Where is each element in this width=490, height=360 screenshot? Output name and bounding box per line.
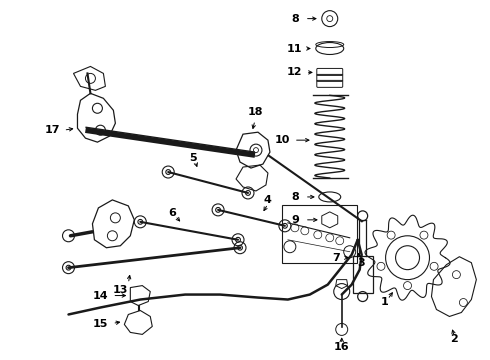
Text: 8: 8: [291, 192, 299, 202]
Text: 14: 14: [93, 291, 108, 301]
Text: 15: 15: [93, 319, 108, 329]
Text: 2: 2: [450, 334, 458, 345]
Text: 3: 3: [358, 258, 366, 268]
Text: 11: 11: [287, 44, 303, 54]
Text: 8: 8: [291, 14, 299, 24]
Text: 12: 12: [287, 67, 303, 77]
Text: 1: 1: [381, 297, 389, 306]
Text: 5: 5: [189, 153, 197, 163]
Text: 18: 18: [247, 107, 263, 117]
Text: 6: 6: [168, 208, 176, 218]
Bar: [282, 205, 357, 263]
Text: 13: 13: [113, 284, 128, 294]
Text: 10: 10: [274, 135, 290, 145]
Text: 9: 9: [291, 215, 299, 225]
Text: 4: 4: [264, 195, 272, 205]
Text: 7: 7: [332, 253, 340, 263]
Text: 16: 16: [334, 342, 349, 352]
Text: 17: 17: [45, 125, 60, 135]
